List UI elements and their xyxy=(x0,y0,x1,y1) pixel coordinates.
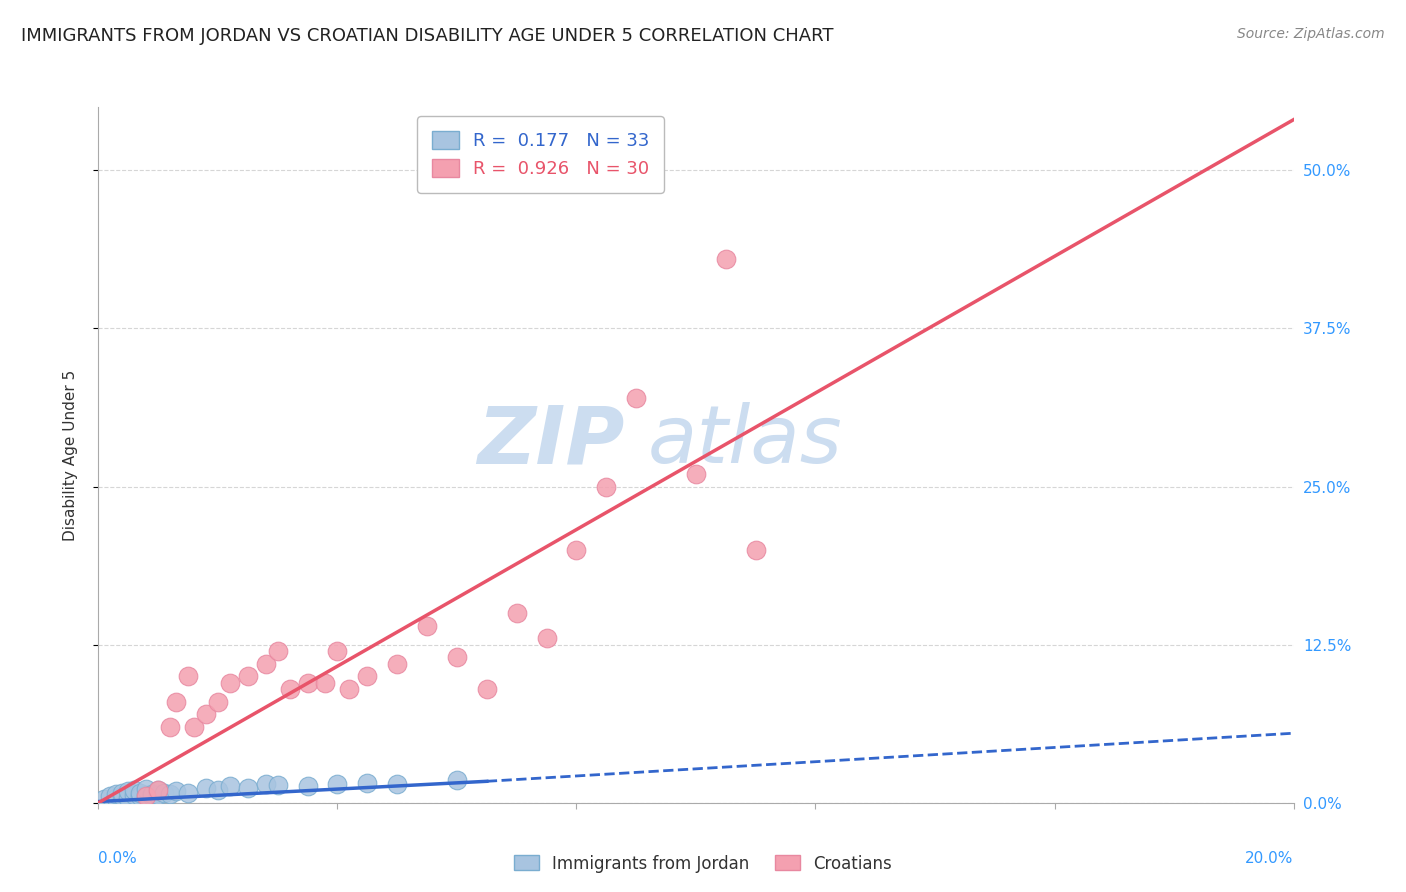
Point xyxy=(141,787,163,801)
Point xyxy=(446,772,468,787)
Point xyxy=(195,780,218,795)
Point xyxy=(159,720,181,734)
Point xyxy=(339,681,361,696)
Point xyxy=(714,252,737,266)
Point xyxy=(165,695,187,709)
Point xyxy=(124,783,146,797)
Point xyxy=(745,542,768,557)
Point xyxy=(148,788,170,802)
Point xyxy=(595,479,617,493)
Point xyxy=(475,681,498,696)
Point xyxy=(219,780,242,794)
Point xyxy=(111,786,134,800)
Point xyxy=(506,606,529,620)
Point xyxy=(254,657,277,671)
Legend: R =  0.177   N = 33, R =  0.926   N = 30: R = 0.177 N = 33, R = 0.926 N = 30 xyxy=(418,116,664,193)
Point xyxy=(254,777,277,791)
Point xyxy=(148,783,170,797)
Point xyxy=(105,787,128,801)
Point xyxy=(207,783,229,797)
Text: ZIP: ZIP xyxy=(477,402,624,480)
Point xyxy=(297,675,319,690)
Point xyxy=(165,784,187,798)
Point xyxy=(195,707,218,722)
Point xyxy=(416,618,439,632)
Point xyxy=(236,669,259,683)
Point xyxy=(135,789,157,804)
Text: Source: ZipAtlas.com: Source: ZipAtlas.com xyxy=(1237,27,1385,41)
Y-axis label: Disability Age Under 5: Disability Age Under 5 xyxy=(63,369,77,541)
Text: atlas: atlas xyxy=(648,402,844,480)
Point xyxy=(446,650,468,665)
Point xyxy=(536,632,558,646)
Point xyxy=(129,786,152,800)
Point xyxy=(326,644,349,658)
Point xyxy=(315,675,337,690)
Point xyxy=(685,467,707,481)
Point xyxy=(267,644,290,658)
Point xyxy=(93,792,115,806)
Text: IMMIGRANTS FROM JORDAN VS CROATIAN DISABILITY AGE UNDER 5 CORRELATION CHART: IMMIGRANTS FROM JORDAN VS CROATIAN DISAB… xyxy=(21,27,834,45)
Point xyxy=(98,789,122,804)
Point xyxy=(177,669,200,683)
Point xyxy=(297,780,319,794)
Point xyxy=(129,789,152,804)
Point xyxy=(326,777,349,791)
Point xyxy=(105,790,128,805)
Point xyxy=(124,788,146,802)
Point xyxy=(267,778,290,792)
Point xyxy=(111,789,134,804)
Point xyxy=(385,657,409,671)
Point xyxy=(626,391,648,405)
Point xyxy=(141,789,163,804)
Point xyxy=(159,787,181,801)
Text: 20.0%: 20.0% xyxy=(1246,851,1294,866)
Text: 0.0%: 0.0% xyxy=(98,851,138,866)
Point xyxy=(153,786,176,800)
Point xyxy=(135,788,157,802)
Point xyxy=(117,784,139,798)
Point xyxy=(183,720,205,734)
Point xyxy=(219,675,242,690)
Point xyxy=(356,669,378,683)
Point xyxy=(356,775,378,789)
Point xyxy=(565,542,588,557)
Point xyxy=(177,786,200,800)
Point xyxy=(135,781,157,796)
Point xyxy=(148,783,170,797)
Point xyxy=(117,790,139,805)
Point xyxy=(385,777,409,791)
Point xyxy=(278,681,301,696)
Legend: Immigrants from Jordan, Croatians: Immigrants from Jordan, Croatians xyxy=(508,848,898,880)
Point xyxy=(236,780,259,795)
Point xyxy=(207,695,229,709)
